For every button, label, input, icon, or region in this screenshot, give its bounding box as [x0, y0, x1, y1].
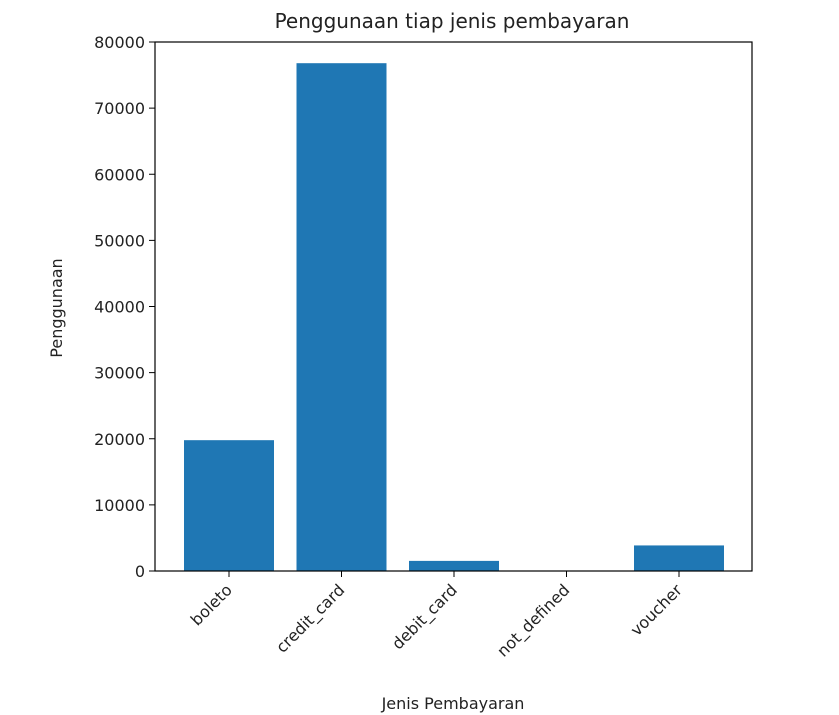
bar-credit_card	[296, 63, 387, 572]
x-tick-label-boleto: boleto	[187, 580, 236, 629]
x-tick-label-credit_card: credit_card	[272, 580, 349, 657]
plot-frame	[154, 41, 753, 572]
x-tick-label-debit_card: debit_card	[388, 580, 461, 653]
x-axis-label: Jenis Pembayaran	[381, 694, 525, 713]
y-tick-label-60000: 60000	[94, 165, 145, 184]
y-tick-label-20000: 20000	[94, 430, 145, 449]
y-axis-label: Penggunaan	[47, 258, 66, 357]
y-tick-label-50000: 50000	[94, 231, 145, 250]
y-axis: 0 10000 20000 30000 40000 50000 60000 70000 8000…	[94, 33, 155, 581]
y-tick-label-10000: 10000	[94, 496, 145, 515]
y-tick-label-0: 0	[135, 562, 145, 581]
bars-group	[184, 63, 724, 572]
chart-title: Penggunaan tiap jenis pembayaran	[275, 9, 630, 33]
y-tick-label-70000: 70000	[94, 99, 145, 118]
bar-voucher	[634, 545, 724, 571]
bar-debit_card	[409, 560, 499, 571]
x-tick-label-not_defined: not_defined	[493, 580, 574, 661]
x-axis: boleto credit_card debit_card not_defined vo…	[187, 571, 686, 661]
y-tick-label-80000: 80000	[94, 33, 145, 52]
y-tick-label-30000: 30000	[94, 364, 145, 383]
x-tick-label-voucher: voucher	[627, 580, 687, 640]
y-tick-label-40000: 40000	[94, 298, 145, 317]
bar-boleto	[184, 440, 274, 571]
